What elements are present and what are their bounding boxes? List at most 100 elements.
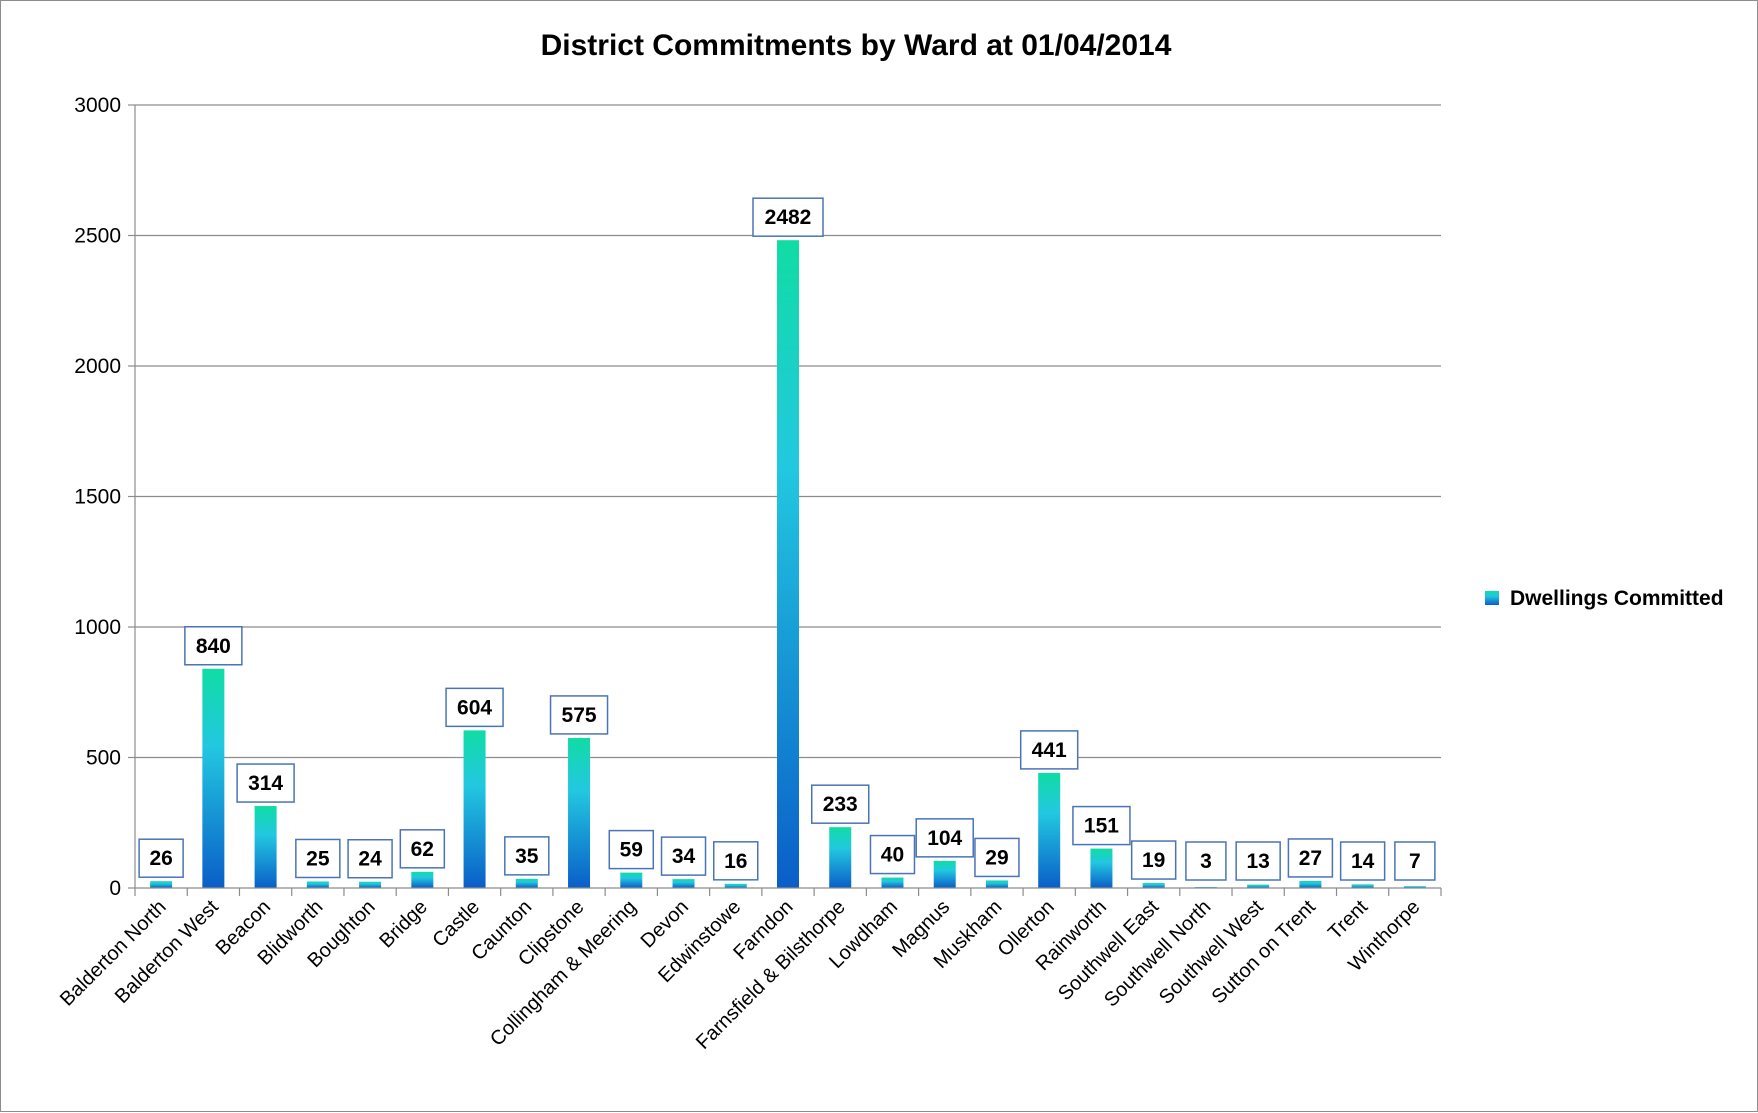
bar [411, 871, 434, 888]
data-label: 7 [1394, 841, 1436, 881]
data-label-text: 840 [196, 635, 231, 658]
bar [254, 806, 277, 888]
x-tick-label: Trent [1324, 896, 1372, 944]
bar [829, 827, 852, 888]
data-label-text: 24 [358, 848, 382, 871]
bar [881, 877, 904, 888]
bar [202, 668, 225, 888]
data-label-text: 29 [985, 846, 1008, 869]
bar [463, 730, 486, 888]
bar [724, 883, 747, 888]
data-label-text: 62 [411, 838, 434, 861]
bar [1142, 883, 1165, 888]
data-label-box [1235, 841, 1281, 881]
data-label-box [915, 818, 974, 858]
data-label-text: 27 [1299, 847, 1322, 870]
data-label-text: 575 [562, 704, 597, 727]
data-label: 34 [660, 836, 707, 876]
data-label: 314 [236, 763, 295, 803]
data-label: 24 [347, 838, 393, 879]
legend-swatch [1485, 591, 1499, 605]
data-label: 151 [1072, 805, 1131, 846]
data-label: 35 [504, 836, 550, 876]
data-label-box [1287, 838, 1334, 878]
x-tick-label: Bridge [375, 896, 431, 952]
y-tick-label: 1000 [74, 616, 121, 639]
data-label: 59 [608, 829, 655, 870]
data-label-text: 2482 [765, 206, 812, 229]
y-tick-label: 2000 [74, 355, 121, 378]
data-label-text: 151 [1084, 815, 1119, 838]
data-label-box [713, 841, 759, 881]
data-label: 840 [184, 626, 243, 666]
data-label-box [1072, 805, 1131, 846]
bar [620, 872, 643, 888]
data-label: 62 [399, 829, 446, 869]
bar [1351, 884, 1374, 888]
data-label: 25 [295, 838, 341, 879]
bar [568, 737, 591, 888]
bar [1403, 886, 1426, 888]
data-label: 40 [869, 834, 916, 875]
bar [150, 881, 173, 888]
bar [1090, 848, 1113, 888]
data-label: 27 [1287, 838, 1334, 878]
data-label-box [184, 626, 243, 666]
data-label: 104 [915, 818, 974, 858]
bar [515, 878, 538, 888]
data-label: 14 [1339, 841, 1386, 881]
data-label-text: 26 [149, 847, 172, 870]
data-label-box [1130, 840, 1177, 880]
data-label-text: 14 [1351, 850, 1375, 873]
data-label-box [549, 695, 609, 735]
bar [1299, 880, 1322, 888]
data-label-box [869, 834, 916, 875]
data-label-text: 59 [620, 839, 643, 862]
chart-title: District Commitments by Ward at 01/04/20… [541, 29, 1172, 62]
data-label-box [660, 836, 707, 876]
data-label-text: 40 [881, 844, 904, 867]
y-axis: 0 500 1000 1500 2000 2500 3000 [74, 94, 136, 900]
data-label-text: 3 [1200, 850, 1212, 873]
data-label-box [1019, 730, 1079, 770]
data-label-box [399, 829, 446, 869]
data-label: 26 [138, 838, 184, 878]
data-label-box [1394, 841, 1436, 881]
data-label: 19 [1130, 840, 1177, 880]
data-label: 29 [974, 837, 1020, 878]
data-label: 13 [1235, 841, 1281, 881]
data-label-text: 604 [457, 696, 492, 719]
data-label-text: 25 [306, 847, 330, 870]
data-label-box [974, 837, 1020, 878]
data-label-box [347, 838, 393, 879]
y-tick-label: 500 [86, 747, 121, 770]
bar [933, 860, 956, 888]
data-label-box [445, 687, 504, 728]
y-tick-label: 2500 [74, 225, 121, 248]
data-label: 604 [445, 687, 504, 728]
data-label: 2482 [752, 197, 824, 237]
data-label-box [295, 838, 341, 879]
data-label-text: 314 [248, 772, 283, 795]
data-label: 3 [1185, 841, 1227, 881]
data-label-text: 104 [927, 827, 962, 850]
data-label-text: 34 [672, 845, 696, 868]
bars [150, 240, 1426, 888]
bar [1247, 884, 1270, 888]
bar [985, 880, 1008, 888]
bar [1038, 772, 1061, 888]
legend-label: Dwellings Committed [1510, 587, 1724, 610]
data-label-box [236, 763, 295, 803]
data-label-box [608, 829, 655, 870]
data-label: 575 [549, 695, 609, 735]
data-label-text: 19 [1142, 849, 1165, 872]
y-tick-label: 1500 [74, 486, 121, 509]
bar [359, 881, 382, 888]
data-label-box [1185, 841, 1227, 881]
data-label-text: 16 [724, 850, 747, 873]
y-tick-label: 0 [109, 877, 121, 900]
